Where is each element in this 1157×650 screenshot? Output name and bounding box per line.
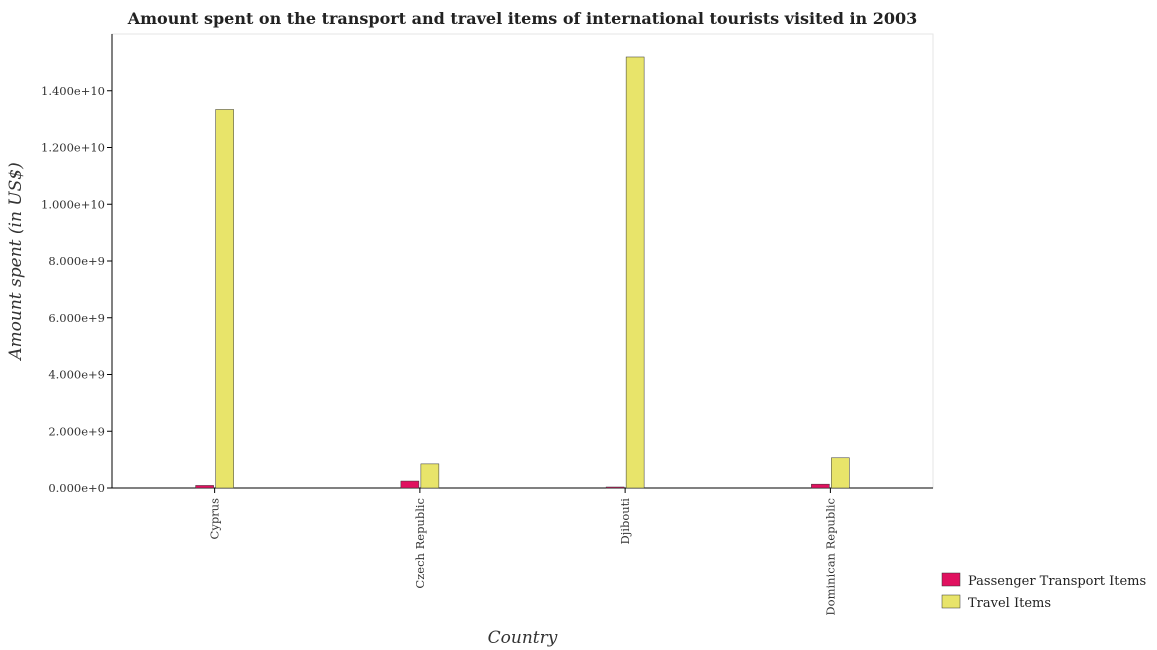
- bar-passenger-transport: [400, 480, 420, 489]
- legend-swatch: [941, 572, 961, 587]
- y-tick-label: 2.000e+9: [48, 424, 105, 438]
- legend-swatch: [941, 594, 961, 609]
- bar-travel-items: [625, 56, 645, 489]
- bar-travel-items: [215, 109, 234, 489]
- legend-label: Passenger Transport Items: [968, 574, 1146, 589]
- bars: [195, 56, 850, 489]
- y-tick-label: 4.000e+9: [48, 368, 105, 382]
- plot-border: [111, 33, 934, 489]
- bar-travel-items: [831, 457, 850, 489]
- y-axis: 0.000e+0 2.000e+9 4.000e+9 6.000e+9 8.000e+9…: [41, 84, 112, 495]
- y-tick-label: 1.200e+10: [41, 141, 105, 155]
- bar-passenger-transport: [605, 486, 625, 489]
- x-tick-label: Czech Republic: [413, 498, 427, 589]
- y-tick-label: 0.000e+0: [48, 481, 105, 495]
- bar-passenger-transport: [811, 483, 830, 489]
- chart-title: Amount spent on the transport and travel…: [127, 9, 918, 28]
- x-axis-label: Country: [488, 628, 558, 648]
- y-tick-label: 6.000e+9: [48, 311, 105, 325]
- y-tick-label: 8.000e+9: [48, 254, 105, 268]
- x-axis: Cyprus Czech Republic Djibouti Dominican Re…: [208, 488, 837, 616]
- y-tick-label: 1.400e+10: [41, 84, 105, 98]
- bar-travel-items: [420, 463, 440, 489]
- x-tick-label: Djibouti: [618, 498, 632, 545]
- y-axis-label: Amount spent (in US$): [6, 162, 26, 361]
- plot-area: [111, 33, 934, 489]
- legend: Passenger Transport Items Travel Items: [941, 572, 1146, 611]
- legend-label: Travel Items: [968, 596, 1051, 611]
- y-tick-label: 1.000e+10: [41, 197, 105, 211]
- bar-passenger-transport: [195, 485, 214, 489]
- x-tick-label: Dominican Republic: [823, 498, 837, 616]
- x-tick-label: Cyprus: [208, 498, 222, 540]
